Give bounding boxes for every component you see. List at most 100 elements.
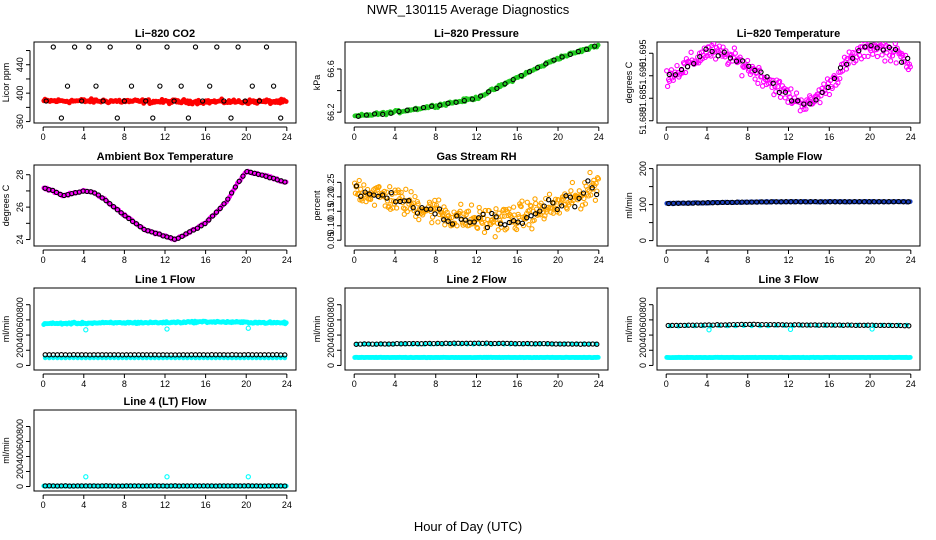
data-point xyxy=(594,188,600,194)
data-point xyxy=(404,107,410,113)
y-tick-label: 600 xyxy=(15,434,25,449)
data-point xyxy=(874,53,881,60)
data-point xyxy=(50,44,56,50)
data-point xyxy=(706,327,712,333)
panel-title: Li−820 CO2 xyxy=(135,28,195,40)
plot-frame xyxy=(656,287,921,371)
x-tick-label: 8 xyxy=(745,255,750,265)
data-point xyxy=(356,177,362,184)
data-point xyxy=(788,86,794,92)
data-point xyxy=(798,199,804,205)
x-tick-label: 12 xyxy=(783,379,793,389)
data-point xyxy=(869,326,875,332)
x-tick-label: 16 xyxy=(824,379,834,389)
y-tick-label: 0.15 xyxy=(326,203,336,221)
y-tick-label: 28 xyxy=(15,170,25,180)
panel-title: Gas Stream RH xyxy=(436,151,516,163)
series-raw xyxy=(41,318,289,327)
data-point xyxy=(486,207,492,214)
data-point xyxy=(816,87,822,93)
data-point xyxy=(819,89,825,96)
y-tick-label: 800 xyxy=(326,297,336,312)
data-point xyxy=(749,199,755,205)
data-point xyxy=(837,65,844,71)
data-point xyxy=(217,205,223,212)
plot-frame xyxy=(33,164,297,247)
data-point xyxy=(441,217,447,223)
data-point xyxy=(228,190,235,196)
series-outliers xyxy=(83,325,251,333)
data-point xyxy=(396,189,402,196)
data-point xyxy=(282,483,288,489)
x-tick-label: 8 xyxy=(122,379,127,389)
data-point xyxy=(876,199,882,205)
series-raw-low xyxy=(352,354,601,361)
data-point xyxy=(576,195,582,201)
data-point xyxy=(228,115,234,121)
x-tick-label: 0 xyxy=(41,255,46,265)
data-point xyxy=(746,63,752,69)
y-axis-label: ml/min xyxy=(312,316,322,343)
data-point xyxy=(419,205,425,211)
data-point xyxy=(414,210,421,216)
data-point xyxy=(788,199,794,205)
x-tick-label: 12 xyxy=(471,379,481,389)
data-point xyxy=(537,208,543,214)
x-tick-label: 8 xyxy=(122,500,127,510)
x-tick-label: 16 xyxy=(512,255,522,265)
series-raw xyxy=(41,96,289,107)
y-axis-label: percent xyxy=(312,190,322,221)
x-tick-label: 20 xyxy=(865,255,875,265)
data-point xyxy=(898,59,905,65)
data-point xyxy=(907,354,913,360)
data-point xyxy=(198,223,204,229)
data-marks xyxy=(41,168,289,243)
y-tick-label: 0 xyxy=(638,363,648,368)
data-point xyxy=(367,196,374,203)
data-point xyxy=(891,199,897,205)
data-point xyxy=(519,198,525,204)
plot-frame xyxy=(33,41,297,124)
panel-1: Li−820 CO2 0 4 8 12 16 20 24 360 400 440 Licor ppm xyxy=(1,28,297,142)
data-point xyxy=(518,203,524,210)
data-point xyxy=(263,44,270,50)
data-point xyxy=(550,200,556,206)
data-marks xyxy=(41,318,289,361)
data-point xyxy=(777,94,784,100)
data-point xyxy=(843,66,850,72)
data-point xyxy=(133,221,140,227)
data-point xyxy=(758,69,764,75)
data-point xyxy=(122,213,128,219)
data-point xyxy=(666,71,672,78)
data-point xyxy=(412,106,419,112)
panel-title: Ambient Box Temperature xyxy=(97,151,234,163)
data-point xyxy=(528,203,534,209)
data-point xyxy=(510,76,516,83)
data-point xyxy=(801,101,807,107)
data-point xyxy=(471,219,477,225)
data-point xyxy=(560,196,566,202)
x-tick-label: 16 xyxy=(512,132,522,142)
data-point xyxy=(415,201,421,207)
series-average xyxy=(43,44,284,121)
data-point xyxy=(752,67,758,74)
x-tick-label: 20 xyxy=(553,255,563,265)
data-point xyxy=(358,193,364,199)
data-point xyxy=(770,80,776,86)
data-point xyxy=(513,226,520,233)
data-point xyxy=(103,197,109,204)
data-point xyxy=(437,102,443,108)
data-point xyxy=(817,99,823,106)
data-point xyxy=(541,203,547,209)
x-tick-label: 20 xyxy=(553,132,563,142)
x-tick-label: 4 xyxy=(81,379,86,389)
data-point xyxy=(496,210,502,216)
data-point xyxy=(795,98,801,104)
data-point xyxy=(232,184,239,190)
data-point xyxy=(100,98,106,104)
data-point xyxy=(892,42,898,47)
data-point xyxy=(214,44,220,50)
y-tick-label: 200 xyxy=(638,343,648,358)
figure-title: NWR_130115 Average Diagnostics xyxy=(367,2,570,17)
